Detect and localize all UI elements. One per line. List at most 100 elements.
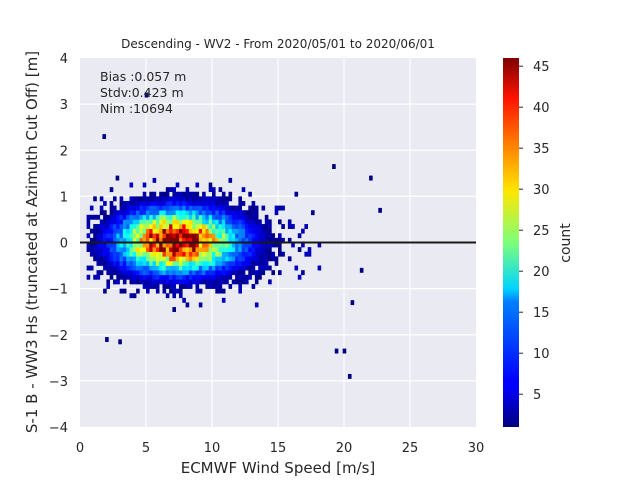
heatmap-cell (142, 251, 147, 257)
heatmap-cell (162, 191, 167, 197)
heatmap-cell (258, 242, 262, 248)
heatmap-cell (179, 274, 183, 280)
heatmap-cell (215, 196, 219, 202)
heatmap-cell (238, 228, 242, 234)
heatmap-cell (169, 265, 173, 271)
heatmap-cell (254, 219, 259, 225)
heatmap-cell (208, 205, 213, 211)
heatmap-cell (235, 205, 239, 211)
y-tick-label: 3 (60, 98, 68, 113)
heatmap-cell (304, 251, 308, 257)
heatmap-cell (192, 200, 196, 206)
heatmap-cell (208, 260, 213, 266)
heatmap-cell (179, 256, 183, 262)
heatmap-cell (301, 242, 305, 248)
heatmap-cell (122, 274, 127, 280)
heatmap-cell (195, 219, 200, 225)
heatmap-cell (188, 233, 193, 239)
heatmap-cell (132, 237, 137, 243)
heatmap-cell (198, 196, 203, 202)
heatmap-cell (172, 233, 176, 239)
heatmap-cell (251, 233, 256, 239)
heatmap-cell (261, 228, 266, 234)
heatmap-cell (175, 233, 180, 239)
heatmap-cell (218, 237, 223, 243)
heatmap-cell (215, 260, 219, 266)
heatmap-cell (119, 228, 124, 234)
heatmap-cell (238, 284, 242, 289)
heatmap-cell (172, 191, 176, 197)
heatmap-cell (278, 219, 282, 225)
heatmap-cell (185, 270, 190, 276)
heatmap-cell (245, 210, 249, 216)
x-tick-label: 10 (204, 441, 221, 456)
heatmap-cell (198, 302, 203, 308)
heatmap-cell (268, 242, 272, 248)
heatmap-cell (238, 233, 242, 239)
heatmap-cell (248, 251, 252, 257)
heatmap-cell (165, 214, 170, 220)
heatmap-cell (264, 265, 269, 271)
heatmap-cell (162, 288, 167, 294)
heatmap-cell (122, 279, 127, 285)
heatmap-cell (195, 247, 200, 253)
heatmap-cell (228, 265, 233, 271)
heatmap-cell (248, 228, 252, 234)
heatmap-cell (175, 242, 180, 248)
heatmap-cell (152, 214, 157, 220)
heatmap-cell (218, 265, 223, 271)
heatmap-cell (182, 224, 186, 229)
heatmap-cell (202, 237, 206, 243)
heatmap-cell (129, 224, 134, 229)
heatmap-cell (159, 200, 163, 206)
heatmap-cell (175, 224, 180, 229)
heatmap-cell (215, 242, 219, 248)
heatmap-cell (139, 242, 143, 248)
heatmap-cell (245, 274, 249, 280)
heatmap-cell (99, 237, 104, 243)
heatmap-cell (169, 224, 173, 229)
heatmap-cell (169, 260, 173, 266)
heatmap-cell (109, 224, 114, 229)
heatmap-cell (136, 260, 140, 266)
x-tick-labels: 0 5 10 15 20 25 30 (76, 441, 484, 456)
heatmap-cell (248, 247, 252, 253)
heatmap-cell (89, 228, 94, 234)
heatmap-cell (195, 200, 200, 206)
heatmap-cell (179, 265, 183, 271)
heatmap-cell (248, 270, 252, 276)
heatmap-cell (162, 205, 167, 211)
heatmap-cell (109, 265, 114, 271)
heatmap-cell (334, 348, 339, 354)
heatmap-cell (192, 191, 196, 197)
heatmap-cell (238, 270, 242, 276)
heatmap-cell (103, 242, 107, 248)
heatmap-cell (268, 265, 272, 271)
heatmap-cell (297, 233, 302, 239)
heatmap-cell (136, 274, 140, 280)
heatmap-cell (109, 200, 114, 206)
colorbar-tick-label: 15 (533, 306, 550, 321)
heatmap-cell (172, 187, 176, 193)
heatmap-cell (159, 191, 163, 197)
heatmap-cell (195, 242, 200, 248)
heatmap-cell (103, 200, 107, 206)
heatmap-cell (152, 279, 157, 285)
heatmap-cell (165, 224, 170, 229)
heatmap-cell (126, 251, 130, 257)
heatmap-cell (96, 233, 101, 239)
heatmap-cell (136, 196, 140, 202)
heatmap-cell (245, 242, 249, 248)
heatmap-cell (225, 224, 229, 229)
heatmap-cell (106, 233, 110, 239)
heatmap-cell (251, 224, 256, 229)
heatmap-cell (86, 224, 91, 229)
heatmap-cell (99, 219, 104, 225)
heatmap-cell (278, 205, 282, 211)
heatmap-cell (198, 228, 203, 234)
heatmap-cell (245, 256, 249, 262)
heatmap-cell (142, 260, 147, 266)
heatmap-cell (208, 247, 213, 253)
heatmap-cell (205, 260, 209, 266)
heatmap-cell (228, 284, 233, 289)
